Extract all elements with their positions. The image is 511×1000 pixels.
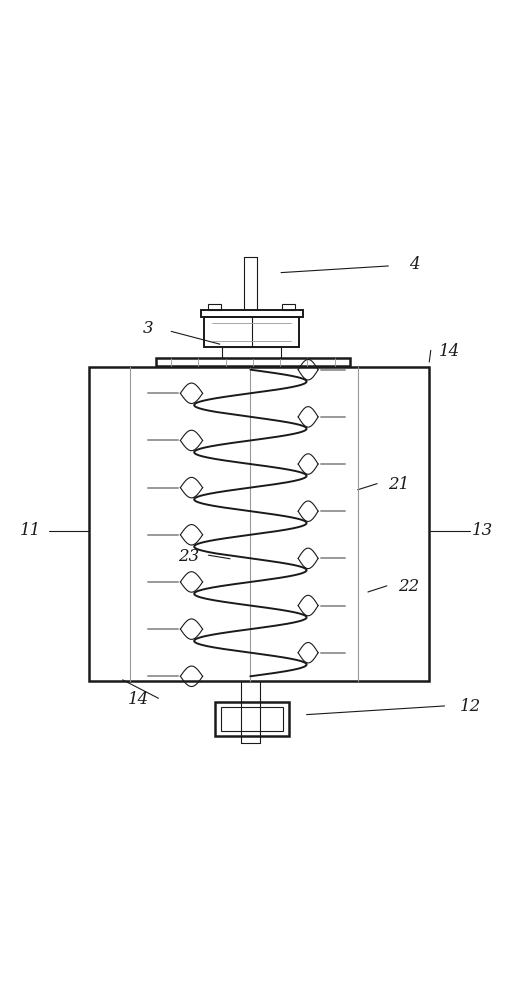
Bar xyxy=(221,707,283,731)
Text: 3: 3 xyxy=(143,320,153,337)
Text: 14: 14 xyxy=(127,691,149,708)
Bar xyxy=(208,304,221,310)
Text: 23: 23 xyxy=(178,548,200,565)
Text: 12: 12 xyxy=(459,698,481,715)
Bar xyxy=(222,347,281,358)
Text: 22: 22 xyxy=(398,578,420,595)
Text: 11: 11 xyxy=(20,522,41,539)
Text: 21: 21 xyxy=(388,476,409,493)
Bar xyxy=(201,310,303,317)
Bar xyxy=(156,358,350,366)
Bar xyxy=(204,317,299,347)
Bar xyxy=(215,702,289,736)
Bar xyxy=(89,367,429,681)
Text: 4: 4 xyxy=(409,256,419,273)
Bar xyxy=(282,304,295,310)
Text: 14: 14 xyxy=(439,343,460,360)
Text: 13: 13 xyxy=(472,522,494,539)
